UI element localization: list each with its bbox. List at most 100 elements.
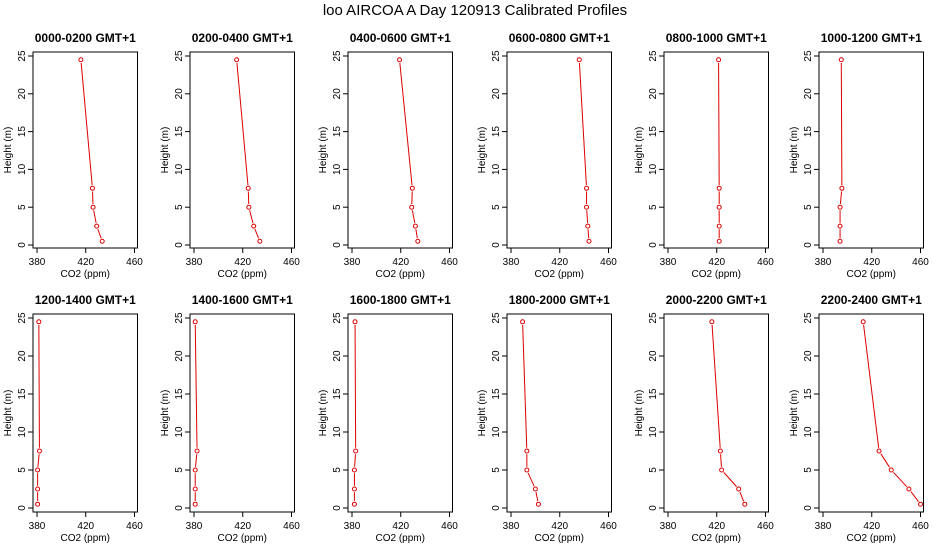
profile-segment	[354, 454, 356, 467]
y-tick-label: 20	[803, 88, 814, 100]
profile-segment	[910, 491, 919, 502]
x-tick-label: 420	[392, 257, 409, 268]
plot-frame	[663, 313, 769, 513]
profile-segment	[578, 62, 587, 186]
y-tick-label: 10	[491, 426, 502, 438]
y-tick-label: 5	[17, 467, 28, 473]
x-tick-label: 380	[344, 521, 361, 532]
plot-frame	[32, 51, 138, 249]
y-tick-label: 25	[174, 312, 185, 324]
y-tick-label: 0	[17, 242, 28, 248]
data-point	[716, 204, 722, 210]
x-axis-label: CO2 (ppm)	[376, 533, 425, 544]
profile-segment	[880, 453, 890, 468]
y-tick-label: 20	[491, 88, 502, 100]
panel-title: 0200-0400 GMT+1	[192, 31, 293, 45]
x-tick-label: 380	[29, 521, 46, 532]
panel: 0800-1000 GMT+1 0 5 10 15 20 25 380 420 460 CO2 (p…	[634, 31, 774, 280]
x-tick-label: 420	[234, 257, 251, 268]
y-tick-label: 20	[648, 350, 659, 362]
y-tick-label: 15	[491, 388, 502, 400]
x-tick-label: 420	[863, 521, 880, 532]
x-tick-label: 420	[234, 521, 251, 532]
data-point	[535, 501, 541, 507]
data-point	[351, 467, 357, 473]
x-tick-label: 460	[600, 257, 617, 268]
panel-title: 1200-1400 GMT+1	[35, 293, 136, 307]
data-point	[415, 238, 421, 244]
x-tick-label: 460	[283, 521, 300, 532]
y-tick-label: 10	[803, 163, 814, 175]
y-tick-label: 15	[332, 388, 343, 400]
data-point	[876, 448, 882, 454]
y-tick-label: 25	[332, 312, 343, 324]
data-point	[192, 319, 198, 325]
y-tick-label: 5	[17, 204, 28, 210]
data-point	[584, 204, 590, 210]
data-point	[520, 319, 526, 325]
data-point	[716, 185, 722, 191]
x-tick-label: 420	[551, 521, 568, 532]
y-tick-label: 10	[174, 163, 185, 175]
data-point	[36, 448, 42, 454]
x-tick-label: 380	[660, 257, 677, 268]
y-tick-label: 5	[803, 467, 814, 473]
profile-segment	[97, 228, 102, 239]
x-tick-label: 420	[708, 257, 725, 268]
y-tick-label: 15	[17, 126, 28, 138]
panel-title: 0400-0600 GMT+1	[350, 31, 451, 45]
x-tick-label: 460	[912, 521, 929, 532]
profile-segment	[354, 324, 357, 448]
data-point	[837, 223, 843, 229]
y-tick-label: 15	[491, 126, 502, 138]
data-point	[839, 185, 845, 191]
plot-frame	[189, 313, 295, 513]
data-point	[584, 185, 590, 191]
y-axis-label: Height (m)	[789, 127, 800, 174]
data-point	[251, 223, 257, 229]
data-point	[837, 204, 843, 210]
y-tick-label: 25	[648, 312, 659, 324]
y-tick-label: 25	[648, 50, 659, 62]
x-tick-label: 460	[441, 521, 458, 532]
x-tick-label: 380	[815, 521, 832, 532]
x-tick-label: 380	[186, 257, 203, 268]
y-axis-label: Height (m)	[318, 390, 329, 437]
y-tick-label: 15	[174, 388, 185, 400]
y-tick-label: 10	[332, 163, 343, 175]
y-tick-label: 5	[491, 467, 502, 473]
x-axis-label: CO2 (ppm)	[61, 269, 110, 280]
y-tick-label: 5	[803, 204, 814, 210]
plot-frame	[189, 51, 295, 249]
y-tick-label: 0	[803, 242, 814, 248]
x-tick-label: 380	[344, 257, 361, 268]
profile-segment	[93, 210, 97, 224]
y-tick-label: 5	[174, 204, 185, 210]
plot-frame	[32, 313, 138, 513]
data-point	[234, 57, 240, 63]
x-tick-label: 420	[708, 521, 725, 532]
y-tick-label: 0	[491, 505, 502, 511]
data-point	[906, 486, 912, 492]
x-tick-label: 380	[660, 521, 677, 532]
x-axis-label: CO2 (ppm)	[692, 269, 741, 280]
y-tick-label: 5	[332, 467, 343, 473]
x-tick-label: 460	[757, 257, 774, 268]
y-tick-label: 5	[648, 204, 659, 210]
profile-segment	[893, 472, 908, 487]
y-tick-label: 5	[491, 204, 502, 210]
y-tick-label: 10	[648, 163, 659, 175]
y-axis-label: Height (m)	[3, 390, 14, 437]
x-tick-label: 420	[77, 521, 94, 532]
data-point	[860, 319, 866, 325]
y-tick-label: 15	[648, 388, 659, 400]
profile-segment	[80, 62, 93, 186]
page-title: loo AIRCOA A Day 120913 Calibrated Profi…	[322, 2, 628, 19]
data-point	[351, 501, 357, 507]
x-axis-label: CO2 (ppm)	[535, 533, 584, 544]
plot-frame	[347, 51, 453, 249]
x-axis-label: CO2 (ppm)	[535, 269, 584, 280]
data-point	[716, 223, 722, 229]
panel: 2200-2400 GMT+1 0 5 10 15 20 25 380 420 460 CO2 (p…	[789, 293, 929, 544]
profile-segment	[249, 210, 254, 224]
